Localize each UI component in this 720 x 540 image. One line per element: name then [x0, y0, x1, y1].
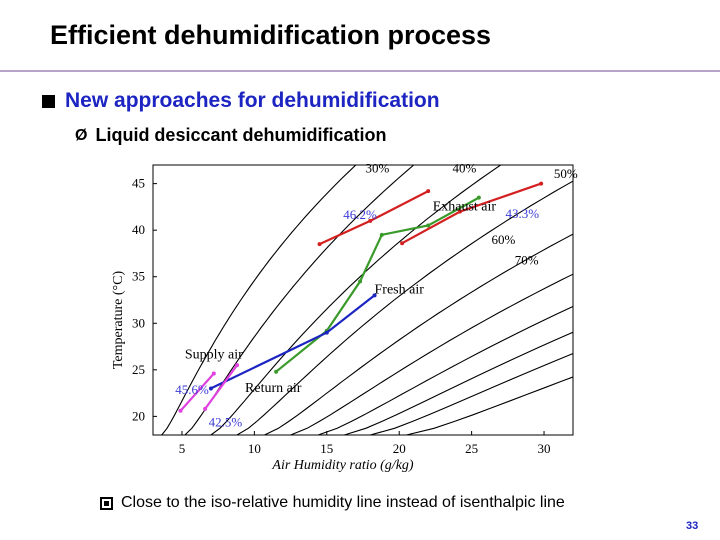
hollow-square-bullet-icon	[100, 496, 113, 510]
series-point	[274, 369, 279, 374]
series-point	[211, 371, 216, 376]
note-item: Close to the iso-relative humidity line …	[100, 494, 565, 512]
x-tick-label: 20	[393, 441, 406, 456]
sub-bullet-text: Liquid desiccant dehumidification	[95, 125, 387, 145]
value-label: 45.6%	[175, 382, 209, 397]
y-tick-label: 25	[132, 362, 145, 377]
rh-curve	[236, 180, 573, 435]
point-label: Supply air	[185, 348, 243, 363]
series-point	[317, 242, 322, 247]
series-point	[458, 209, 463, 214]
rh-curve	[161, 165, 357, 435]
rh-label: 70%	[515, 253, 539, 268]
note-text: Close to the iso-relative humidity line …	[121, 494, 565, 511]
y-axis-label: Temperature (°C)	[111, 271, 126, 370]
title-divider	[0, 70, 720, 72]
square-bullet-icon	[42, 95, 55, 108]
rh-label: 30%	[366, 160, 390, 175]
x-tick-label: 5	[179, 441, 186, 456]
series-point	[400, 241, 405, 246]
slide-title: Efficient dehumidification process	[50, 20, 492, 50]
value-label: 46.2%	[343, 207, 377, 222]
series-point	[178, 408, 183, 413]
series-point	[539, 181, 544, 186]
series-line	[204, 364, 238, 410]
rh-label: 40%	[452, 160, 476, 175]
bullet-item: New approaches for dehumidification	[42, 89, 440, 113]
rh-curve	[344, 331, 573, 435]
y-tick-label: 30	[132, 315, 145, 330]
rh-curve	[290, 273, 573, 435]
value-label: 42.5%	[209, 415, 243, 430]
sub-bullet-item: Ø Liquid desiccant dehumidification	[75, 125, 386, 146]
x-tick-label: 25	[465, 441, 478, 456]
series-point	[426, 189, 431, 194]
y-tick-label: 20	[132, 408, 145, 423]
series-point	[372, 293, 377, 298]
series-point	[426, 223, 431, 228]
series-point	[203, 406, 208, 411]
point-label: Exhaust air	[433, 200, 497, 215]
series-point	[368, 218, 373, 223]
rh-label: 50%	[554, 166, 578, 181]
rh-curve	[317, 305, 573, 435]
series-point	[476, 195, 481, 200]
x-axis-label: Air Humidity ratio (g/kg)	[271, 458, 413, 473]
x-tick-label: 15	[320, 441, 333, 456]
value-label: 43.3%	[506, 206, 540, 221]
series-point	[379, 232, 384, 237]
series-point	[358, 279, 363, 284]
rh-curve	[406, 376, 573, 435]
x-tick-label: 10	[248, 441, 261, 456]
x-tick-label: 30	[538, 441, 551, 456]
series-point	[235, 363, 239, 368]
rh-curve	[210, 165, 501, 435]
series-point	[208, 386, 213, 391]
rh-curve	[370, 352, 573, 435]
arrow-bullet-icon: Ø	[75, 126, 88, 144]
plot-area	[152, 164, 574, 436]
chart-svg: 20 25 30 35 40 45 5 10 15 20 25 30 Air Humidity rati…	[111, 160, 578, 473]
point-label: Fresh air	[375, 282, 425, 297]
y-tick-label: 35	[132, 269, 145, 284]
page-number: 33	[686, 520, 699, 532]
rh-curve	[264, 233, 573, 435]
psychrometric-chart: 20 25 30 35 40 45 5 10 15 20 25 30 Air Humidity rati…	[108, 160, 588, 480]
rh-label: 60%	[492, 232, 516, 247]
y-tick-label: 45	[132, 176, 145, 191]
y-tick-label: 40	[132, 222, 145, 237]
bullet-text: New approaches for dehumidification	[65, 89, 440, 112]
series-point	[324, 330, 329, 335]
series-line	[179, 372, 215, 412]
point-label: Return air	[245, 381, 302, 396]
